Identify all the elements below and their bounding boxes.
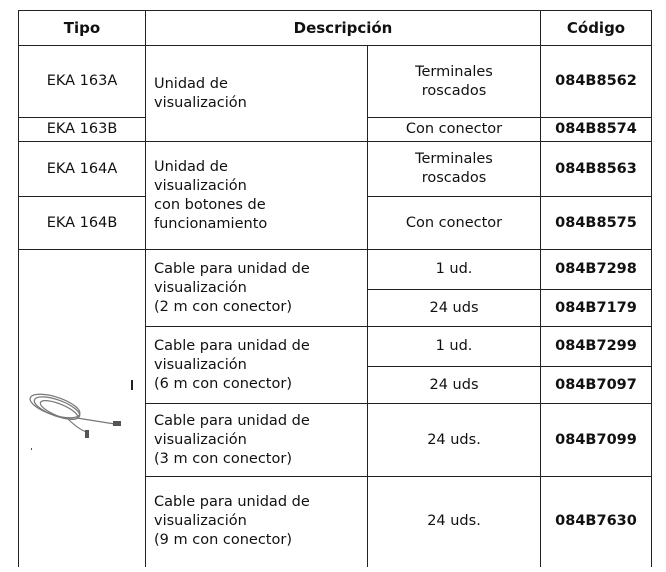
row: Cable para unidad de visualización (2 m … xyxy=(18,249,652,567)
variant-cell: Con conector xyxy=(367,196,541,250)
description-cell: Unidad de visualización xyxy=(145,45,368,142)
code-cell: 084B8575 xyxy=(540,196,652,250)
description-cell: Cable para unidad de visualización (6 m … xyxy=(145,326,368,404)
code-cell: 084B7179 xyxy=(540,289,652,327)
description-cell: Cable para unidad de visualización (2 m … xyxy=(145,249,368,327)
code-cell: 084B8574 xyxy=(540,117,652,142)
type-cell: EKA 164B xyxy=(18,196,146,250)
code-cell: 084B7298 xyxy=(540,249,652,290)
type-cell: EKA 164A xyxy=(18,141,146,197)
variant-cell: 24 uds xyxy=(367,289,541,327)
row: 24 uds 084B7097 xyxy=(19,366,652,404)
code-cell: 084B8563 xyxy=(540,141,652,197)
description-cell: Cable para unidad de visualización (9 m … xyxy=(145,476,368,567)
cable-image xyxy=(29,379,133,450)
image-cell xyxy=(18,249,146,567)
variant-cell: 24 uds. xyxy=(367,403,541,477)
product-table: Tipo Descripción Código EKA 163A Unidad … xyxy=(18,10,652,567)
code-cell: 084B7630 xyxy=(540,476,652,567)
row: Cable para unidad de visualización (6 m … xyxy=(19,326,652,404)
code-cell: 084B7299 xyxy=(540,326,652,367)
header-cell: Código xyxy=(540,10,652,46)
header-cell: Descripción xyxy=(145,10,541,46)
row: EKA 164A Unidad de visualización con bot… xyxy=(18,141,652,250)
code-cell: 084B7097 xyxy=(540,366,652,404)
description-cell: Unidad de visualización con botones de f… xyxy=(145,141,368,250)
header-cell: Tipo xyxy=(18,10,146,46)
type-cell: EKA 163A xyxy=(18,45,146,118)
type-cell: EKA 163B xyxy=(18,117,146,142)
code-cell: 084B7099 xyxy=(540,403,652,477)
description-cell: Cable para unidad de visualización (3 m … xyxy=(145,403,368,477)
row: EKA 164B Con conector 084B8575 xyxy=(18,196,652,250)
row: EKA 163A Unidad de visualización Termina… xyxy=(18,45,652,142)
variant-cell: Terminales roscados xyxy=(367,45,541,118)
variant-cell: 1 ud. xyxy=(367,249,541,290)
variant-cell: 24 uds. xyxy=(367,476,541,567)
code-cell: 084B8562 xyxy=(540,45,652,118)
variant-cell: Con conector xyxy=(367,117,541,142)
variant-cell: 1 ud. xyxy=(367,326,541,367)
variant-cell: 24 uds xyxy=(367,366,541,404)
row: EKA 163B Con conector 084B8574 xyxy=(18,117,652,142)
variant-cell: Terminales roscados xyxy=(367,141,541,197)
row: Cable para unidad de visualización (9 m … xyxy=(19,476,652,567)
header-row: Tipo Descripción Código xyxy=(18,10,652,46)
